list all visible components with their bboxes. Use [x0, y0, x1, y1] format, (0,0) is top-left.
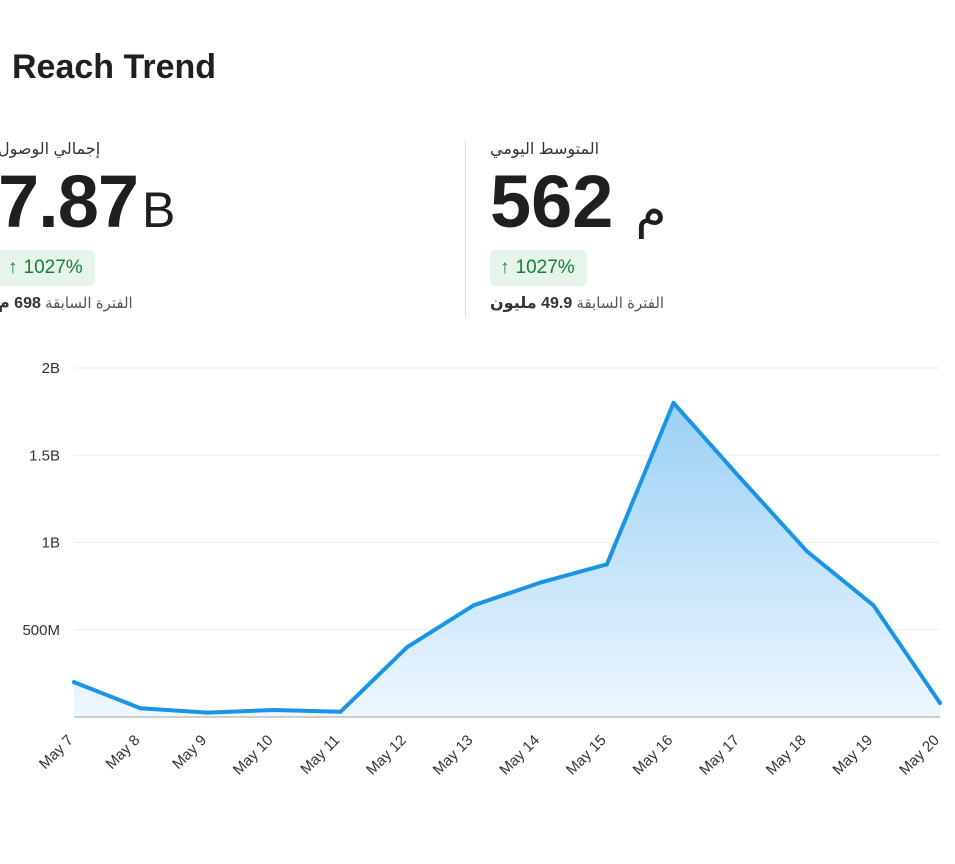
- data-point: [671, 400, 676, 405]
- total-previous-label: الفترة السابقة: [45, 295, 133, 312]
- y-tick-label: 1B: [42, 535, 60, 552]
- data-point: [738, 475, 743, 480]
- reach-trend-chart: 500M 1B 1.5B 2B May 7 May 8 May 9 May 10 May 11…: [22, 360, 943, 779]
- total-previous-period: الفترة السابقة 698 م: [0, 293, 175, 313]
- x-tick-label: May 16: [630, 732, 677, 779]
- daily-average-stat: المتوسط اليومي 562 م ↑ 1027% الفترة السابق…: [490, 140, 666, 313]
- data-point: [271, 708, 276, 713]
- data-point: [538, 580, 543, 585]
- daily-change-badge: ↑ 1027%: [490, 250, 587, 286]
- total-previous-value: 698 م: [0, 295, 41, 312]
- data-point: [338, 709, 343, 714]
- x-tick-label: May 13: [430, 732, 477, 779]
- arrow-up-icon: ↑: [8, 257, 18, 278]
- x-tick-label: May 14: [496, 732, 543, 779]
- stats-divider: [465, 140, 466, 318]
- data-point: [471, 603, 476, 608]
- daily-previous-value: 49.9 مليون: [490, 295, 573, 312]
- x-tick-label: May 10: [230, 732, 277, 779]
- data-point: [804, 549, 809, 554]
- data-point: [938, 701, 942, 706]
- reach-area: [74, 402, 940, 717]
- y-tick-label: 2B: [42, 360, 60, 377]
- daily-change-value: 1027%: [515, 257, 575, 278]
- data-point: [72, 680, 76, 685]
- total-reach-stat: إجمالي الوصول 7.87B ↑ 1027% الفترة السابق…: [0, 140, 175, 313]
- reach-line: [72, 400, 942, 715]
- page-title: Reach Trend: [12, 48, 217, 86]
- x-tick-label: May 9: [169, 732, 210, 773]
- y-tick-label: 1.5B: [29, 447, 60, 464]
- x-tick-label: May 17: [696, 732, 743, 779]
- x-tick-label: May 20: [896, 732, 943, 779]
- data-points: [72, 400, 942, 715]
- data-point: [405, 645, 410, 650]
- x-tick-label: May 19: [829, 732, 876, 779]
- x-tick-label: May 12: [363, 732, 410, 779]
- total-reach-number: 7.87: [0, 160, 139, 243]
- data-point: [138, 706, 143, 711]
- x-tick-label: May 15: [563, 732, 610, 779]
- daily-average-label: المتوسط اليومي: [490, 141, 600, 158]
- data-point: [871, 603, 876, 608]
- y-axis: 500M 1B 1.5B 2B: [22, 360, 60, 639]
- x-tick-label: May 8: [103, 732, 144, 773]
- total-change-value: 1027%: [23, 257, 83, 278]
- total-reach-unit: B: [142, 182, 176, 238]
- daily-previous-period: الفترة السابقة 49.9 مليون: [490, 293, 666, 313]
- arrow-up-icon: ↑: [500, 257, 510, 278]
- daily-average-value: 562 م: [490, 165, 667, 239]
- daily-average-number: 562: [490, 160, 614, 243]
- x-axis: May 7 May 8 May 9 May 10 May 11 May 12 May 13 M…: [36, 732, 943, 779]
- total-change-badge: ↑ 1027%: [0, 250, 95, 286]
- data-point: [604, 562, 609, 567]
- daily-previous-label: الفترة السابقة: [576, 295, 665, 312]
- daily-average-unit: م: [635, 182, 667, 238]
- total-reach-label: إجمالي الوصول: [0, 141, 101, 158]
- x-tick-label: May 7: [36, 732, 77, 773]
- data-point: [205, 710, 210, 715]
- x-tick-label: May 11: [297, 732, 343, 778]
- y-tick-label: 500M: [22, 622, 60, 639]
- x-tick-label: May 18: [763, 732, 810, 779]
- total-reach-value: 7.87B: [0, 165, 176, 239]
